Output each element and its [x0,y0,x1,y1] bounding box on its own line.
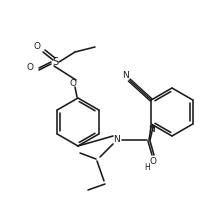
Text: O: O [70,79,76,88]
Text: O: O [27,64,33,73]
Text: N: N [114,135,120,144]
Text: S: S [52,57,58,67]
Text: H: H [144,163,150,172]
Text: N: N [122,71,129,80]
Text: O: O [33,42,41,51]
Text: N: N [148,125,155,135]
Text: O: O [149,158,157,166]
